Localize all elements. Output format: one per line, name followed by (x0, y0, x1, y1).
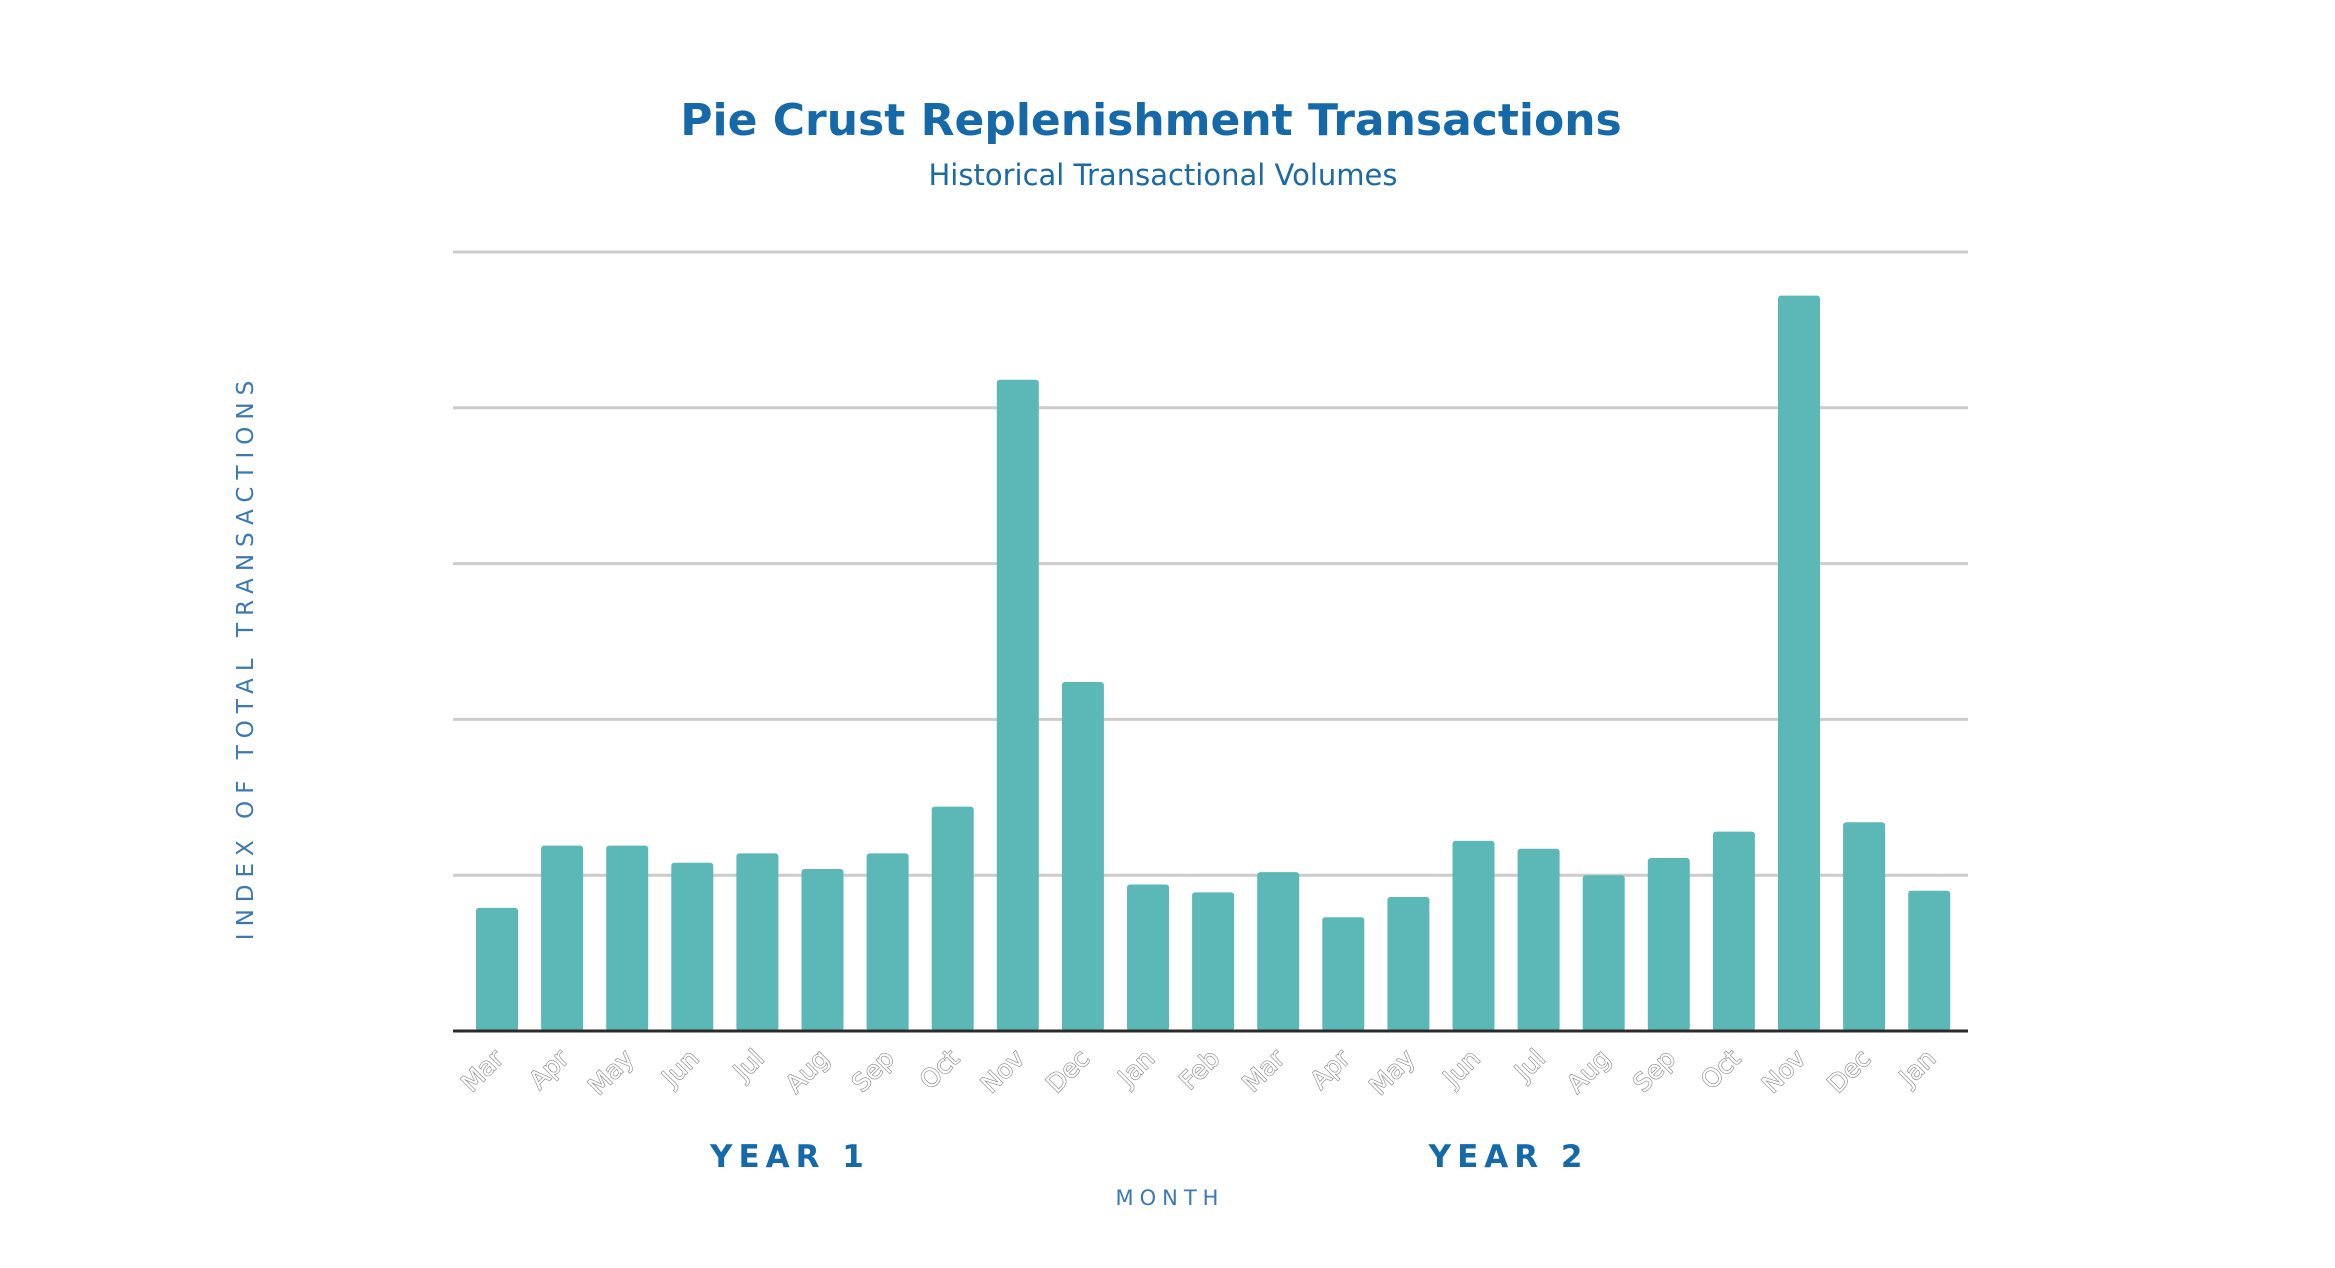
x-tick-label: Nov (1756, 1044, 1811, 1099)
x-tick-label: Jan (1892, 1044, 1941, 1093)
bar-aug-5 (801, 868, 844, 1031)
bar-oct-19 (1712, 831, 1755, 1031)
group-label-year-2: YEAR 2 (1428, 1139, 1589, 1175)
x-tick-label: Sep (1627, 1044, 1681, 1098)
chart-title: Pie Crust Replenishment Transactions (680, 95, 1622, 146)
bar-may-2 (606, 845, 649, 1031)
x-tick-label: Aug (1561, 1044, 1616, 1099)
x-tick-label: Jul (1508, 1044, 1551, 1087)
x-tick-label: Mar (455, 1043, 509, 1097)
bar-mar-12 (1257, 872, 1300, 1031)
x-tick-label: Mar (1237, 1043, 1291, 1097)
bar-oct-7 (931, 806, 974, 1031)
x-tick-label: Feb (1174, 1044, 1226, 1096)
bar-jan-22 (1908, 890, 1951, 1031)
bar-jul-4 (736, 853, 779, 1031)
x-tick-label: Dec (1822, 1044, 1877, 1099)
x-tick-label: Jun (655, 1044, 705, 1094)
chart-subtitle: Historical Transactional Volumes (929, 158, 1398, 192)
x-tick-label: Apr (523, 1043, 575, 1095)
bar-feb-11 (1192, 892, 1235, 1031)
bar-aug-17 (1582, 875, 1625, 1031)
x-tick-label: Sep (846, 1044, 900, 1098)
bar-nov-8 (996, 379, 1039, 1032)
x-tick-label: Apr (1304, 1043, 1356, 1095)
bar-mar-0 (476, 907, 518, 1031)
bar-may-14 (1387, 897, 1430, 1031)
x-tick-labels: Mar Apr May Jun Jul Aug Sep Oct Nov Dec Jan Feb Mar A… (455, 1043, 1942, 1102)
x-tick-label: Oct (914, 1044, 965, 1095)
x-tick-label: Jul (726, 1044, 769, 1087)
bars (476, 295, 1951, 1032)
x-axis-label: MONTH (1116, 1186, 1225, 1210)
x-tick-label: May (1364, 1044, 1421, 1101)
x-tick-label: Jan (1111, 1044, 1160, 1093)
bar-apr-13 (1322, 917, 1365, 1031)
bar-jun-15 (1452, 840, 1495, 1031)
bar-jan-10 (1127, 884, 1169, 1031)
x-tick-label: May (582, 1044, 639, 1101)
bar-dec-21 (1843, 822, 1886, 1031)
x-tick-label: Oct (1695, 1044, 1746, 1095)
x-tick-label: Dec (1040, 1044, 1095, 1099)
x-tick-label: Jun (1436, 1044, 1486, 1094)
bar-jun-3 (671, 862, 714, 1031)
x-tick-label: Aug (780, 1044, 835, 1099)
bar-apr-1 (541, 845, 584, 1031)
bar-sep-18 (1647, 858, 1690, 1031)
group-label-year-1: YEAR 1 (709, 1139, 870, 1175)
bar-sep-6 (866, 853, 909, 1031)
gridlines (453, 250, 1968, 877)
x-tick-label: Nov (975, 1044, 1030, 1099)
year-group-labels: YEAR 1 YEAR 2 (709, 1139, 1589, 1175)
bar-jul-16 (1517, 848, 1560, 1031)
y-axis-label: INDEX OF TOTAL TRANSACTIONS (233, 374, 259, 940)
bar-dec-9 (1061, 682, 1104, 1031)
bar-nov-20 (1778, 295, 1820, 1031)
